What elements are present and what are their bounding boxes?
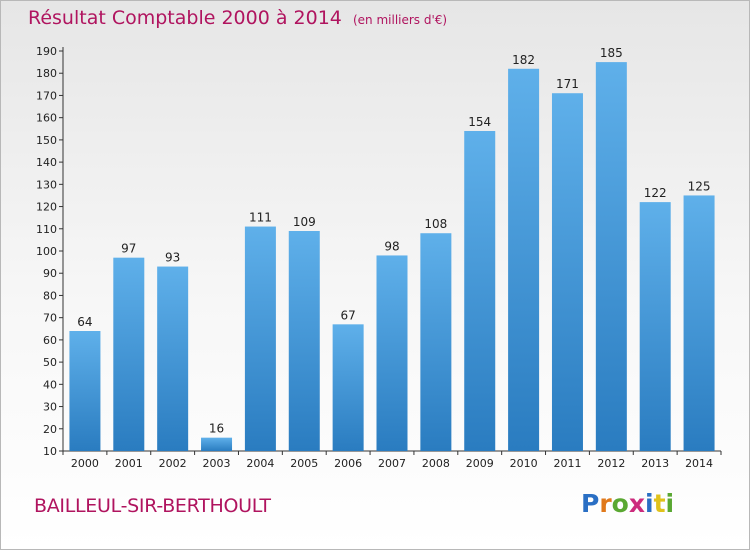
y-tick-label: 90 [43,267,57,280]
data-label: 98 [384,239,399,253]
y-tick-label: 140 [36,156,57,169]
bar [420,233,452,451]
x-tick-label: 2008 [422,457,450,470]
bar [683,195,715,451]
x-tick-label: 2012 [597,457,625,470]
data-label: 67 [340,308,355,322]
bar [332,324,364,451]
proxiti-logo: Proxiti [581,489,674,518]
x-tick-label: 2014 [685,457,713,470]
bar [639,202,671,451]
x-tick-label: 2006 [334,457,362,470]
x-tick-label: 2004 [246,457,274,470]
y-tick-label: 160 [36,112,57,125]
y-tick-label: 60 [43,334,57,347]
logo-letter: r [599,489,612,518]
y-tick-label: 170 [36,89,57,102]
bar [113,257,145,451]
data-label: 185 [600,46,623,60]
bar [376,255,408,451]
logo-letter: i [645,489,654,518]
data-label: 171 [556,77,579,91]
data-label: 125 [688,179,711,193]
logo-letter: x [628,489,645,518]
data-label: 97 [121,242,136,256]
data-label: 109 [293,215,316,229]
chart-title: Résultat Comptable 2000 à 2014 [28,7,342,29]
y-tick-label: 150 [36,134,57,147]
x-tick-label: 2001 [115,457,143,470]
y-tick-label: 180 [36,67,57,80]
data-label: 122 [644,186,667,200]
data-label: 111 [249,211,272,225]
y-tick-label: 80 [43,289,57,302]
logo-letter: P [581,489,600,518]
y-tick-label: 20 [43,423,57,436]
y-tick-label: 130 [36,178,57,191]
logo-letter: t [653,489,666,518]
bar [464,131,496,451]
y-tick-label: 190 [36,45,57,58]
y-tick-label: 30 [43,401,57,414]
data-label: 108 [424,217,447,231]
x-tick-label: 2010 [510,457,538,470]
x-tick-label: 2013 [641,457,669,470]
x-tick-label: 2007 [378,457,406,470]
bar [508,68,540,452]
y-tick-label: 120 [36,201,57,214]
bar [244,226,276,451]
x-tick-label: 2000 [71,457,99,470]
x-tick-label: 2011 [553,457,581,470]
chart-unit: (en milliers d'€) [352,13,448,27]
bar [69,331,101,451]
bar [157,266,189,451]
y-tick-label: 10 [43,445,57,458]
data-label: 93 [165,251,180,265]
y-tick-label: 100 [36,245,57,258]
x-tick-label: 2003 [203,457,231,470]
y-tick-label: 110 [36,223,57,236]
bar [595,62,627,451]
bar [551,93,583,451]
data-label: 64 [77,315,92,329]
logo-letter: o [611,489,629,518]
x-tick-label: 2009 [466,457,494,470]
logo-letter: i [665,489,675,518]
x-tick-label: 2002 [159,457,187,470]
y-tick-label: 50 [43,356,57,369]
commune-name: BAILLEUL-SIR-BERTHOULT [34,495,271,517]
y-tick-label: 40 [43,378,57,391]
bar [288,231,320,451]
y-tick-label: 70 [43,312,57,325]
x-tick-label: 2005 [290,457,318,470]
data-label: 16 [209,422,224,436]
title-row: Résultat Comptable 2000 à 2014 (en milli… [28,7,447,29]
data-label: 154 [468,115,491,129]
data-label: 182 [512,53,535,67]
bar [201,437,233,451]
